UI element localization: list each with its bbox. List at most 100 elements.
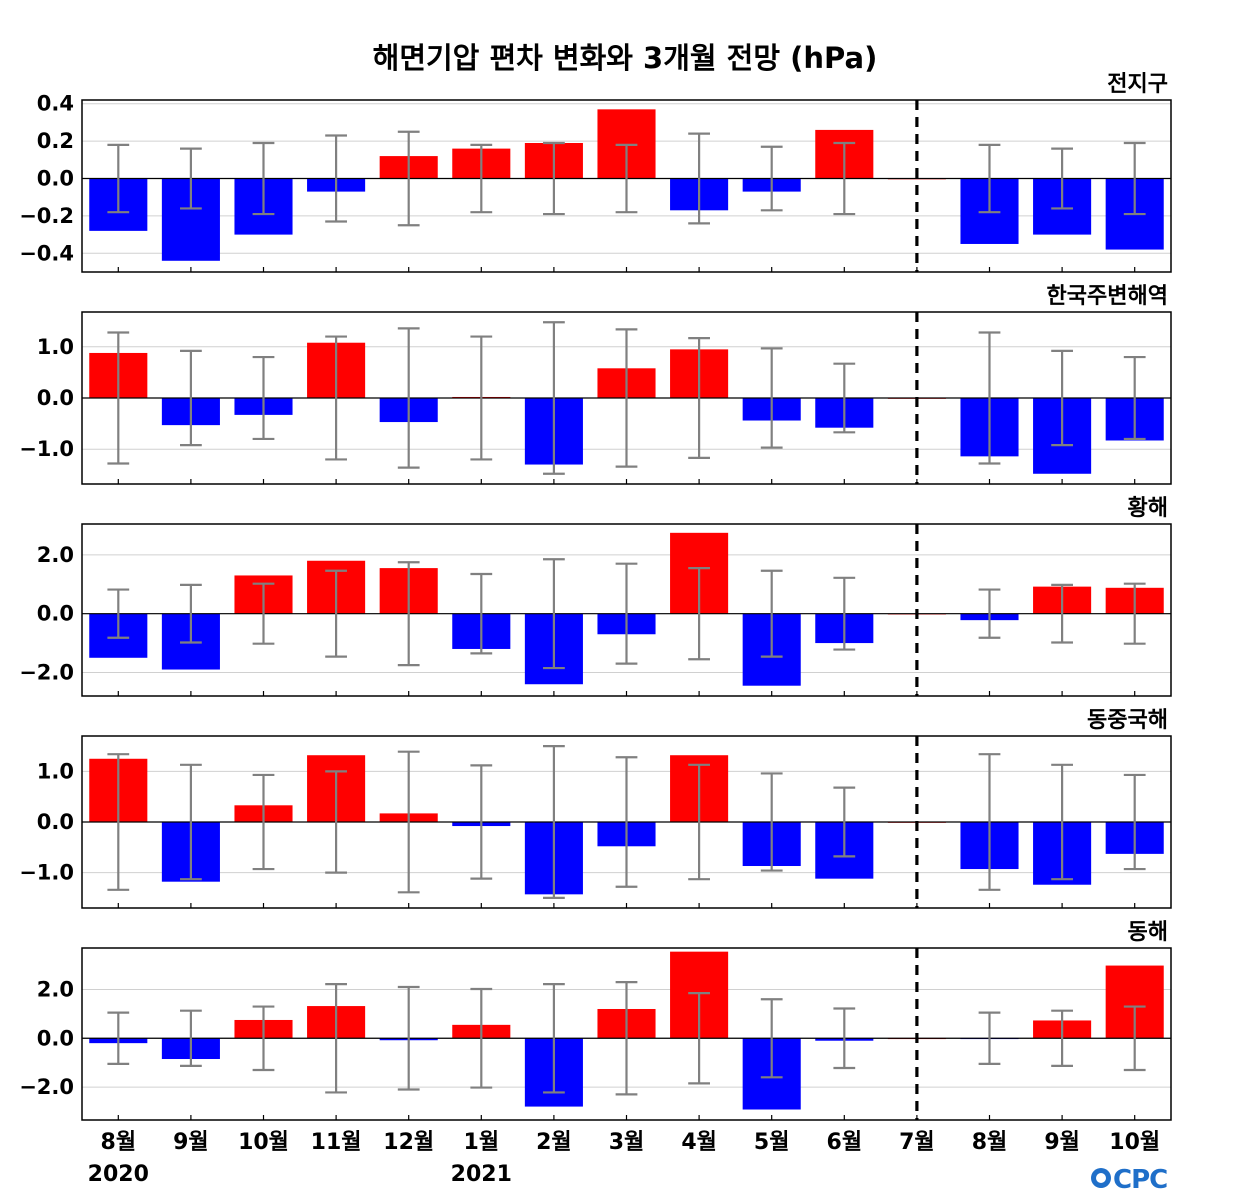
x-tick-label: 6월: [827, 1130, 863, 1155]
error-bar: [978, 753, 1001, 891]
region-label: 황해: [1128, 496, 1168, 521]
error-bar: [543, 321, 565, 475]
error-bar: [470, 987, 493, 1089]
x-tick-label: 5월: [754, 1130, 790, 1155]
error-bar: [760, 998, 783, 1079]
error-bar: [252, 1005, 275, 1072]
error-bar: [252, 582, 275, 645]
error-bar: [325, 134, 347, 223]
error-bar: [252, 141, 275, 216]
y-tick-label: 0.0: [37, 167, 74, 191]
y-tick-label: 0.0: [37, 386, 74, 410]
error-bar: [397, 985, 420, 1091]
panel-2: 한국주변해역 1.0 0.0 −1.0: [19, 284, 1172, 485]
year-label: 2020: [88, 1162, 149, 1187]
panel-1: 전지구 0.4 0.2 0.0 −0.2 −0.4: [19, 72, 1172, 273]
error-bar: [615, 756, 638, 888]
error-bar: [107, 588, 130, 639]
region-label: 한국주변해역: [1047, 284, 1168, 309]
error-bar: [397, 327, 420, 469]
error-bar: [688, 337, 710, 459]
x-tick-label: 8월: [972, 1130, 1008, 1155]
y-tick-label: 1.0: [37, 335, 74, 359]
y-tick-label: −1.0: [19, 861, 74, 885]
panel-4: 동중국해 1.0 0.0 −1.0: [19, 708, 1172, 909]
y-tick-label: −1.0: [19, 437, 74, 461]
error-bar: [543, 558, 565, 670]
error-bar: [325, 770, 347, 874]
error-bar: [760, 145, 783, 212]
y-tick-label: −2.0: [19, 660, 74, 684]
error-bar: [1051, 763, 1073, 881]
x-tick-label: 7월: [899, 1130, 935, 1155]
panel-3: 황해 2.0 0.0 −2.0: [19, 496, 1172, 697]
x-tick-label: 12월: [383, 1130, 434, 1155]
error-bar: [470, 335, 493, 461]
x-tick-label: 8월: [101, 1130, 137, 1155]
error-bar: [833, 362, 856, 434]
error-bar: [978, 1011, 1001, 1065]
error-bar: [1051, 349, 1073, 447]
panel-frame: [81, 947, 1172, 1121]
error-bar: [180, 349, 202, 447]
error-bar: [107, 143, 130, 214]
error-bar: [1123, 773, 1146, 871]
error-bar: [688, 567, 710, 661]
error-bar: [325, 983, 347, 1094]
error-bar: [470, 143, 493, 214]
cpc-logo: CPC: [1091, 1165, 1168, 1195]
error-bar: [252, 773, 275, 871]
error-bar: [543, 745, 565, 899]
year-label: 2021: [451, 1162, 512, 1187]
error-bar: [325, 569, 347, 658]
error-bar: [397, 561, 420, 667]
error-bar: [978, 331, 1001, 465]
error-bar: [470, 572, 493, 655]
y-tick-label: 0.0: [37, 1026, 74, 1050]
y-tick-label: 1.0: [37, 759, 74, 783]
error-bar: [180, 763, 202, 881]
x-tick-label: 2월: [536, 1130, 572, 1155]
logo-text: CPC: [1113, 1165, 1167, 1195]
region-label: 동중국해: [1087, 708, 1168, 733]
error-bar: [615, 981, 638, 1096]
error-bar: [1123, 1005, 1146, 1072]
error-bar: [688, 132, 710, 225]
chart-title: 해면기압 편차 변화와 3개월 전망 (hPa): [373, 41, 878, 75]
error-bar: [688, 992, 710, 1085]
panel-frame: [81, 735, 1172, 909]
y-tick-label: −0.4: [19, 241, 74, 265]
error-bar: [1123, 355, 1146, 441]
error-bar: [1051, 583, 1073, 644]
error-bar: [615, 562, 638, 665]
error-bar: [325, 335, 347, 461]
y-tick-label: −2.0: [19, 1075, 74, 1099]
panel-frame: [81, 311, 1172, 485]
error-bar: [1123, 141, 1146, 216]
error-bar: [760, 347, 783, 449]
error-bar: [470, 764, 493, 880]
y-tick-label: 2.0: [37, 543, 74, 567]
x-tick-label: 9월: [1044, 1130, 1080, 1155]
x-tick-label: 9월: [173, 1130, 209, 1155]
error-bar: [107, 1011, 130, 1065]
y-tick-label: 0.0: [37, 810, 74, 834]
x-tick-label: 3월: [609, 1130, 645, 1155]
error-bar: [180, 583, 202, 644]
region-label: 전지구: [1107, 72, 1168, 97]
y-tick-label: 0.0: [37, 602, 74, 626]
error-bar: [252, 355, 275, 441]
y-tick-label: 0.4: [37, 92, 74, 116]
x-tick-label: 10월: [1109, 1130, 1160, 1155]
error-bar: [833, 786, 856, 858]
error-bar: [397, 750, 420, 894]
error-bar: [397, 130, 420, 227]
x-tick-label: 11월: [311, 1130, 362, 1155]
error-bar: [978, 588, 1001, 639]
error-bar: [1123, 582, 1146, 645]
x-tick-label: 1월: [464, 1130, 500, 1155]
error-bar: [107, 753, 130, 891]
error-bar: [833, 141, 856, 216]
error-bar: [180, 147, 202, 210]
